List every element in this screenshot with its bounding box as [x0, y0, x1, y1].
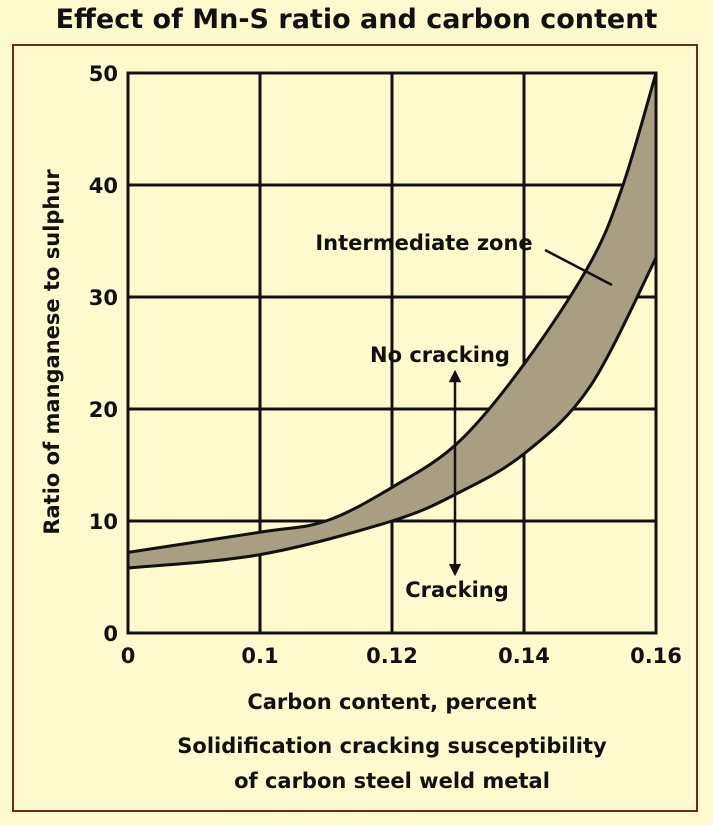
intermediate-zone-band [128, 73, 656, 568]
intermediate-leader-line [544, 248, 613, 287]
caption-line-2: of carbon steel weld metal [234, 769, 550, 793]
y-axis-label: Ratio of manganese to sulphur [40, 169, 64, 535]
x-tick-label: 0.12 [366, 644, 418, 668]
y-tick-label: 30 [89, 286, 118, 310]
plot-border [126, 71, 658, 635]
annotation-cracking: Cracking [405, 578, 509, 602]
chart-frame [12, 44, 698, 812]
y-tick-label: 20 [89, 398, 118, 422]
chart-title: Effect of Mn-S ratio and carbon content [55, 4, 658, 35]
caption-line-1: Solidification cracking susceptibility [177, 734, 607, 758]
x-tick-label: 0 [121, 644, 136, 668]
y-tick-label: 10 [89, 510, 118, 534]
y-tick-label: 0 [103, 622, 118, 646]
y-tick-label: 40 [89, 174, 118, 198]
x-tick-label: 0.1 [241, 644, 278, 668]
x-tick-label: 0.14 [498, 644, 550, 668]
annotation-no-cracking: No cracking [370, 343, 510, 367]
annotation-intermediate: Intermediate zone [315, 231, 532, 255]
x-axis-label: Carbon content, percent [247, 690, 536, 714]
y-tick-label: 50 [89, 62, 118, 86]
upper-boundary-line [127, 72, 658, 554]
x-tick-label: 0.16 [630, 644, 682, 668]
